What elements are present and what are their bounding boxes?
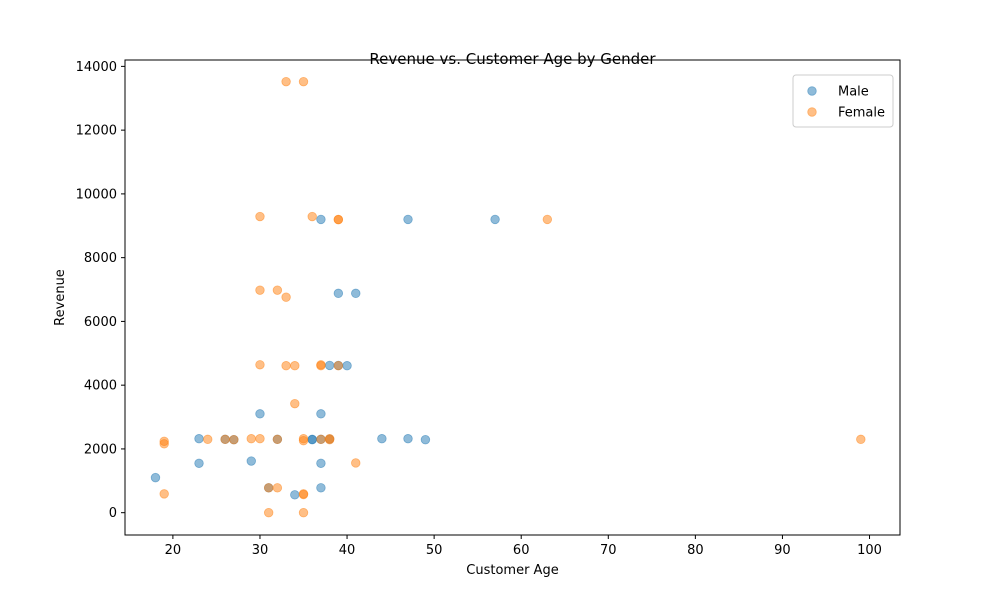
data-point-female [255, 360, 265, 370]
data-point-male [420, 434, 431, 445]
data-point-female [316, 434, 326, 445]
data-point-female [290, 361, 300, 371]
data-point-female [255, 434, 265, 444]
data-point-female [255, 211, 265, 222]
data-point-female [281, 361, 291, 371]
data-point-female [281, 292, 291, 302]
legend-box [792, 74, 894, 128]
data-point-female [307, 211, 317, 222]
data-point-male [333, 288, 344, 299]
y-tick-label: 12000 [76, 124, 117, 139]
data-point-male [255, 409, 265, 419]
data-point-male [316, 483, 326, 493]
data-point-female [333, 361, 344, 371]
data-point-male [316, 458, 326, 468]
data-point-female [281, 76, 291, 87]
series-male [150, 214, 500, 500]
y-tick-label: 0 [109, 506, 117, 521]
data-point-male [351, 288, 361, 299]
x-tick-label: 40 [339, 543, 356, 558]
x-tick-label: 100 [857, 543, 882, 558]
data-point-female [203, 434, 213, 445]
y-tick-label: 2000 [84, 442, 117, 457]
data-point-female [298, 489, 309, 500]
y-tick-label: 8000 [84, 251, 117, 266]
legend-label: Female [838, 106, 885, 121]
legend-marker [807, 107, 817, 117]
data-point-female [333, 215, 344, 225]
data-point-male [342, 361, 352, 371]
data-point-female [229, 434, 239, 445]
data-point-female [298, 507, 309, 518]
data-point-male [194, 434, 204, 444]
x-axis-ticks: 20 30 40 50 60 70 80 90 100 [165, 535, 882, 558]
data-point-female [246, 434, 256, 444]
data-point-female [298, 435, 309, 446]
data-point-male [316, 409, 326, 419]
y-axis-ticks: 0 2000 4000 6000 8000 10000 12000 14000 [76, 60, 125, 521]
data-point-female [159, 439, 169, 449]
x-tick-label: 70 [600, 543, 617, 558]
legend: Male Female [792, 74, 894, 128]
data-point-female [272, 434, 283, 445]
data-point-female [263, 483, 274, 493]
data-point-female [298, 76, 309, 87]
data-point-female [856, 434, 866, 445]
y-tick-label: 4000 [84, 379, 117, 394]
data-point-male [403, 434, 413, 444]
data-point-male [194, 458, 204, 468]
x-tick-label: 90 [774, 543, 791, 558]
data-point-male [290, 490, 300, 500]
chart-title: Revenue vs. Customer Age by Gender [369, 50, 656, 68]
legend-marker [807, 86, 817, 96]
data-point-male [307, 434, 317, 445]
x-tick-label: 30 [252, 543, 269, 558]
x-tick-label: 50 [426, 543, 443, 558]
x-tick-label: 80 [687, 543, 704, 558]
x-tick-label: 20 [165, 543, 182, 558]
data-point-female [542, 214, 553, 225]
y-tick-label: 6000 [84, 315, 117, 330]
data-point-female [159, 489, 169, 499]
y-tick-label: 10000 [76, 187, 117, 202]
legend-label: Male [838, 85, 869, 100]
data-point-female [324, 434, 335, 445]
data-point-female [220, 434, 230, 445]
data-point-female [255, 285, 265, 295]
y-tick-label: 14000 [76, 60, 117, 75]
data-point-female [351, 458, 361, 468]
data-point-female [263, 507, 274, 518]
data-point-male [403, 214, 413, 225]
data-point-male [324, 360, 335, 371]
data-point-male [150, 472, 161, 483]
x-tick-label: 60 [513, 543, 530, 558]
series-female [159, 76, 866, 518]
x-axis-label: Customer Age [466, 563, 558, 578]
data-point-female [290, 398, 300, 409]
data-point-male [377, 434, 387, 444]
data-point-female [272, 483, 283, 493]
data-point-female [316, 361, 326, 371]
y-axis-label: Revenue [53, 269, 68, 326]
data-point-male [490, 214, 500, 225]
data-point-male [316, 214, 326, 225]
data-point-female [272, 285, 283, 295]
points-layer [150, 76, 866, 518]
plot-frame [124, 59, 901, 536]
data-point-male [246, 456, 256, 466]
